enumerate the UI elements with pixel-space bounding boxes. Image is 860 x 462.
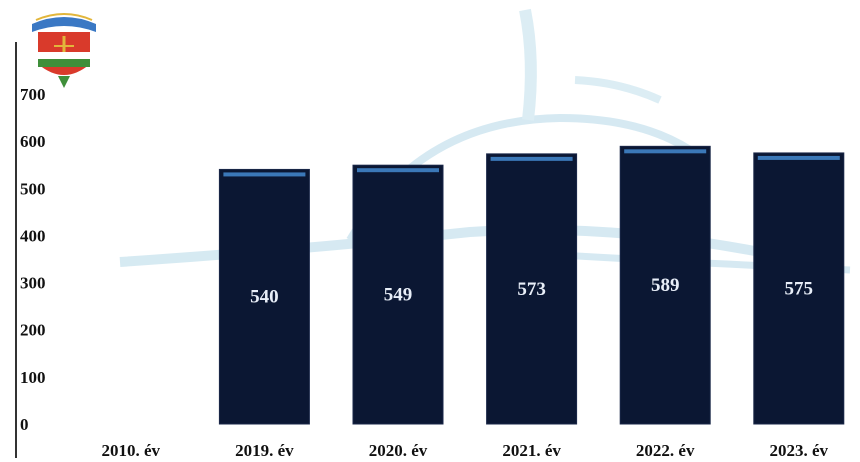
bars [218, 145, 845, 425]
bar [486, 153, 578, 425]
bar [218, 168, 310, 425]
bar-top-highlight [357, 168, 439, 173]
bar-top-highlight [490, 156, 573, 161]
x-tick-label: 2010. év [102, 441, 161, 460]
y-tick-label: 400 [20, 226, 46, 245]
y-axis-ticks: 0 100 200 300 400 500 600 700 [20, 85, 46, 434]
y-tick-label: 500 [20, 179, 46, 198]
bar-value-label: 549 [384, 285, 413, 306]
data-labels: 540 549 573 589 575 [250, 275, 813, 308]
bar [753, 152, 845, 425]
y-tick-label: 300 [20, 274, 46, 293]
x-tick-label: 2023. év [770, 441, 829, 460]
x-tick-label: 2019. év [235, 441, 294, 460]
bar-top-highlight [624, 149, 707, 154]
y-tick-label: 0 [20, 415, 29, 434]
y-tick-label: 100 [20, 368, 46, 387]
x-tick-label: 2020. év [369, 441, 428, 460]
x-tick-label: 2021. év [502, 441, 561, 460]
bar-value-label: 540 [250, 287, 279, 308]
y-tick-label: 700 [20, 85, 46, 104]
bar-top-highlight [757, 155, 840, 160]
bar-value-label: 575 [785, 278, 814, 299]
coat-of-arms-icon [32, 13, 96, 88]
y-tick-label: 600 [20, 132, 46, 151]
bar [619, 145, 711, 425]
x-axis-ticks: 2010. év 2019. év 2020. év 2021. év 2022. év… [102, 441, 829, 460]
y-tick-label: 200 [20, 321, 46, 340]
x-tick-label: 2022. év [636, 441, 695, 460]
bar-value-label: 589 [651, 275, 680, 296]
bar [352, 164, 444, 425]
bar-value-label: 573 [517, 279, 546, 300]
bar-top-highlight [223, 172, 306, 177]
